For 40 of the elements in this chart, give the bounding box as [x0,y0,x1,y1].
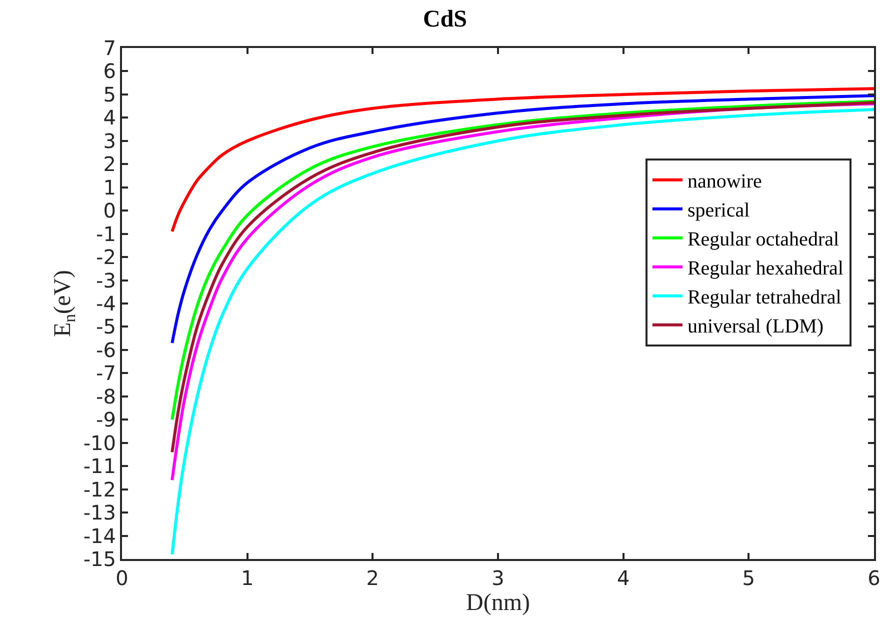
y-tick-label: 6 [103,59,116,84]
x-axis-title: D(nm) [466,590,530,616]
y-tick-label: 0 [103,198,116,223]
y-tick-label: -3 [96,268,116,292]
legend-label: Regular tetrahedral [687,286,842,309]
y-tick-label: -11 [83,454,116,478]
y-tick-label: 2 [103,152,116,176]
y-tick-label: 5 [103,82,116,106]
y-tick-label: 3 [103,128,116,153]
line-series [170,108,874,556]
line-series [170,94,874,344]
y-tick-label: -8 [96,384,116,408]
y-tick-label: -13 [83,500,116,525]
x-tick-label: 4 [616,566,630,590]
y-tick-label: -10 [83,430,116,455]
legend-label: nanowire [687,170,762,193]
line-series [170,87,874,233]
x-tick-label: 1 [240,566,254,590]
legend-label: universal (LDM) [687,316,824,338]
y-tick-label: -14 [83,524,116,548]
x-tick-label: 3 [492,566,504,590]
y-tick-label: -1 [96,222,116,246]
x-tick-label: 6 [868,566,880,590]
y-tick-label: 4 [103,106,116,130]
y-tick-label: 7 [103,36,116,60]
x-tick-label: 5 [742,566,756,590]
y-tick-label: -7 [96,361,116,386]
y-tick-label: 1 [103,175,116,200]
y-tick-label: -9 [96,408,116,432]
legend-label: Regular octahedral [687,228,840,251]
y-tick-label: -2 [96,245,116,270]
y-tick-label: -5 [96,314,116,339]
y-tick-label: -12 [83,477,116,502]
y-tick-label: -6 [96,338,116,362]
legend-label: Regular hexahedral [687,258,844,280]
y-tick-label: -15 [83,547,116,571]
x-tick-label: 2 [366,566,380,590]
chart-title: CdS [422,6,468,32]
legend-label: sperical [687,200,750,222]
y-tick-label: -4 [96,292,116,316]
